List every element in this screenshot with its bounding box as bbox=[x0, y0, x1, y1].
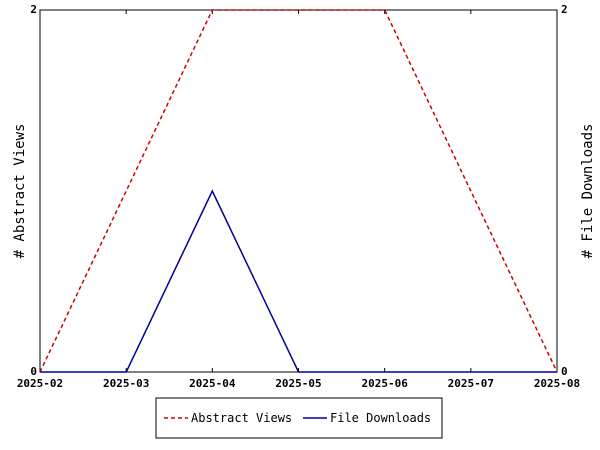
series-line-abstract-views bbox=[39, 9, 558, 373]
legend: Abstract Views File Downloads bbox=[155, 397, 443, 439]
series-layer bbox=[39, 9, 558, 373]
plot-area bbox=[39, 9, 558, 373]
legend-label-file-downloads: File Downloads bbox=[330, 411, 431, 425]
y2-axis-title: # File Downloads bbox=[580, 124, 596, 259]
x-tick-label: 2025-03 bbox=[103, 377, 149, 390]
x-axis: 2025-02 2025-03 2025-04 2025-05 2025-06 2025-… bbox=[17, 10, 580, 390]
y-tick-label: 2 bbox=[30, 3, 37, 16]
y-tick-label: 0 bbox=[30, 365, 37, 378]
y2-tick-label: 0 bbox=[561, 365, 568, 378]
legend-box bbox=[155, 397, 443, 439]
x-tick-label: 2025-02 bbox=[17, 377, 63, 390]
legend-label-abstract-views: Abstract Views bbox=[191, 411, 292, 425]
x-tick-label: 2025-07 bbox=[448, 377, 494, 390]
y2-tick-label: 2 bbox=[561, 3, 568, 16]
x-tick-label: 2025-08 bbox=[534, 377, 580, 390]
x-tick-label: 2025-05 bbox=[275, 377, 321, 390]
x-tick-label: 2025-04 bbox=[189, 377, 236, 390]
y-axis-title: # Abstract Views bbox=[12, 124, 28, 259]
x-tick-label: 2025-06 bbox=[361, 377, 408, 390]
series-line-file-downloads bbox=[40, 189, 557, 373]
